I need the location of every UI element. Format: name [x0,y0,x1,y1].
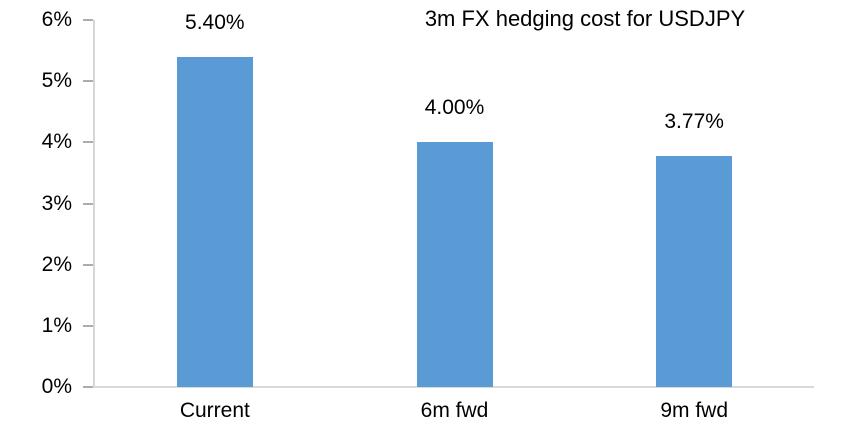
y-axis-tick [83,386,93,388]
x-category-label: 9m fwd [660,399,728,422]
y-axis-tick [83,80,93,83]
x-category-label: 6m fwd [420,399,489,422]
bar-9m-fwd [656,156,733,387]
y-axis-tick [83,19,93,21]
x-axis-line [84,386,814,388]
x-category-label: Current [179,399,250,422]
y-axis-tick [83,263,93,266]
y-tick-label: 4% [41,130,72,154]
y-axis-line [93,20,95,387]
bar-data-label: 3.77% [664,110,724,134]
y-axis-tick [83,324,93,327]
y-tick-label: 1% [41,313,72,337]
y-tick-label: 0% [41,375,72,398]
y-tick-label: 6% [41,8,72,31]
bar-data-label: 4.00% [424,96,485,120]
y-tick-label: 2% [41,252,72,276]
bar-current [176,56,253,387]
y-axis-tick [83,202,93,205]
chart-title: 3m FX hedging cost for USDJPY [424,6,746,31]
y-tick-label: 5% [41,69,72,93]
y-axis-tick [83,141,93,144]
bar-6m-fwd [416,142,493,387]
y-tick-label: 3% [41,191,72,215]
bar-data-label: 5.40% [185,10,245,34]
